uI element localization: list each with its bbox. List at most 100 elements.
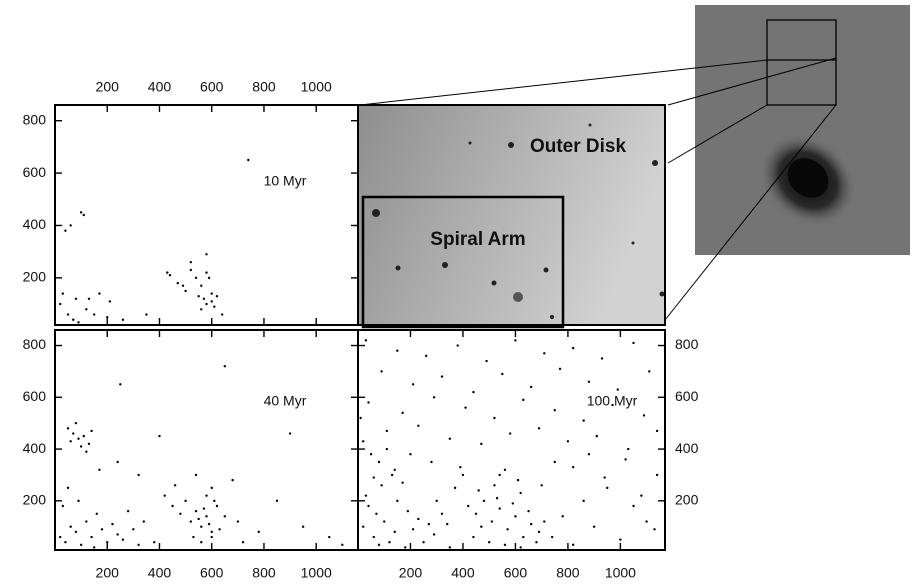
- point: [506, 528, 509, 531]
- point: [116, 533, 119, 536]
- point: [417, 517, 420, 521]
- y-tick-label: 400: [23, 440, 47, 456]
- point: [192, 535, 195, 539]
- point: [616, 388, 619, 391]
- point: [92, 546, 96, 549]
- point: [453, 486, 457, 490]
- point: [529, 385, 533, 389]
- point: [467, 504, 470, 508]
- point: [200, 308, 203, 311]
- point: [522, 535, 525, 539]
- point: [653, 528, 656, 531]
- point: [79, 211, 83, 214]
- point: [364, 339, 368, 342]
- point: [205, 515, 208, 518]
- point: [61, 292, 65, 295]
- point: [393, 530, 396, 534]
- point: [328, 535, 331, 539]
- point: [126, 509, 130, 513]
- point: [571, 346, 575, 350]
- point: [367, 504, 370, 508]
- y-tick-label: 600: [675, 388, 699, 404]
- point: [619, 538, 622, 541]
- point: [409, 453, 412, 456]
- point: [210, 292, 213, 295]
- point: [377, 543, 381, 547]
- point: [205, 253, 208, 256]
- point: [200, 541, 203, 544]
- y-tick-label: 200: [675, 492, 699, 508]
- point: [369, 453, 373, 456]
- point: [66, 427, 70, 430]
- point: [553, 409, 556, 412]
- point: [464, 406, 467, 409]
- point: [367, 401, 370, 404]
- point: [153, 541, 156, 544]
- point: [85, 308, 88, 311]
- star: [508, 142, 514, 148]
- y-tick-label: 200: [23, 492, 47, 508]
- point: [493, 484, 496, 487]
- point: [210, 535, 213, 539]
- point: [194, 473, 198, 477]
- point: [655, 473, 659, 477]
- point: [485, 359, 488, 363]
- x-tick-label: 600: [200, 79, 224, 95]
- point: [200, 284, 203, 287]
- point: [215, 504, 219, 508]
- star: [652, 160, 658, 166]
- point: [142, 520, 146, 523]
- point: [184, 499, 187, 503]
- point: [396, 349, 399, 352]
- point: [448, 546, 452, 549]
- point: [69, 224, 72, 227]
- point: [385, 447, 389, 451]
- point: [82, 213, 85, 217]
- point: [189, 260, 193, 264]
- point: [106, 541, 109, 544]
- point: [388, 541, 391, 544]
- x-tick-label: 800: [252, 79, 276, 95]
- point: [456, 344, 459, 347]
- connector-lines: [359, 57, 837, 321]
- point: [64, 541, 67, 544]
- point: [472, 390, 475, 394]
- point: [181, 284, 185, 287]
- spiral-arm-box: [361, 195, 565, 329]
- point: [210, 300, 213, 303]
- point: [362, 525, 365, 528]
- point: [566, 440, 570, 443]
- point: [205, 494, 208, 497]
- point: [247, 158, 250, 162]
- point: [519, 546, 522, 549]
- point: [516, 478, 520, 482]
- sky-image: [358, 105, 665, 325]
- point: [189, 520, 193, 523]
- x-tick-label: 1000: [301, 565, 332, 581]
- point: [380, 370, 383, 373]
- point: [59, 535, 62, 539]
- point: [119, 383, 122, 386]
- zoom-box: [766, 19, 837, 106]
- scatter-points: [59, 365, 344, 549]
- point: [480, 442, 483, 446]
- point: [200, 525, 203, 528]
- point: [77, 499, 80, 503]
- point: [137, 473, 140, 477]
- point: [430, 460, 433, 464]
- point: [77, 437, 80, 440]
- point: [404, 546, 407, 549]
- point: [603, 476, 606, 479]
- image-label: Outer Disk: [530, 136, 627, 157]
- point: [592, 525, 596, 528]
- y-tick-label: 400: [23, 216, 47, 232]
- point: [341, 543, 344, 547]
- point: [87, 297, 91, 301]
- x-tick-label: 200: [96, 79, 120, 95]
- point: [511, 502, 515, 505]
- point: [121, 538, 125, 541]
- star: [491, 280, 497, 286]
- point: [390, 473, 394, 477]
- point: [362, 440, 365, 443]
- point: [595, 434, 598, 438]
